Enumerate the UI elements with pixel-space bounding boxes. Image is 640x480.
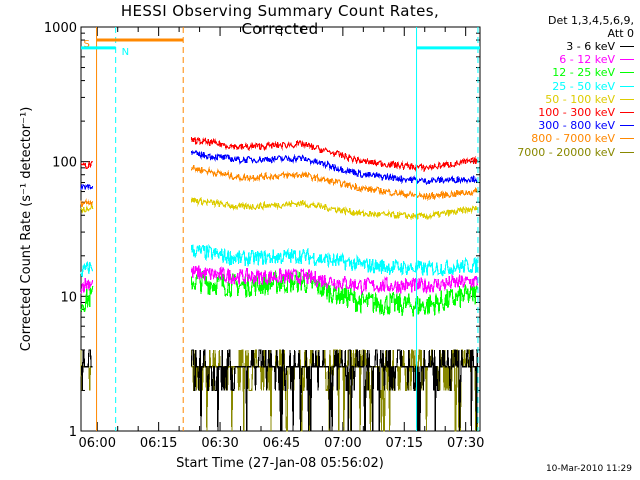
- legend-item: 12 - 25 keV: [482, 66, 634, 79]
- legend-label: 100 - 300 keV: [538, 106, 615, 120]
- legend-header-line-2: Att 0: [607, 27, 634, 40]
- legend-label: 7000 - 20000 keV: [517, 145, 615, 159]
- legend-item: 7000 - 20000 keV: [482, 146, 634, 159]
- series-line-12-25-keV: [80, 285, 94, 313]
- series-line-6-12-keV: [190, 265, 478, 296]
- legend-swatch: [620, 59, 634, 61]
- series-line-6-12-keV: [80, 277, 94, 294]
- legend-item: 800 - 7000 keV: [482, 132, 634, 145]
- y-tick-label: 100: [52, 156, 77, 171]
- legend-label: 6 - 12 keV: [559, 53, 615, 67]
- x-tick-label: 06:15: [140, 436, 177, 451]
- series-line-50-100-keV: [190, 196, 478, 221]
- legend-swatch: [620, 46, 634, 48]
- y-axis-title: Corrected Count Rate (s⁻¹ detector⁻¹): [19, 107, 34, 352]
- legend-swatch: [620, 112, 634, 114]
- x-tick-label: 06:00: [79, 436, 116, 451]
- y-tick-label: 1000: [44, 21, 77, 36]
- series-line-3-6-keV: [190, 349, 478, 432]
- x-tick-label: 07:00: [324, 436, 361, 451]
- series-line-300-800-keV: [190, 150, 478, 186]
- legend-swatch: [620, 98, 634, 100]
- y-tick-label: 1: [69, 425, 77, 440]
- legend-item: 50 - 100 keV: [482, 93, 634, 106]
- legend-label: 300 - 800 keV: [538, 119, 615, 133]
- legend-item: 25 - 50 keV: [482, 80, 634, 93]
- legend-item: 3 - 6 keV: [482, 40, 634, 53]
- legend-label: 50 - 100 keV: [545, 92, 615, 106]
- annotation-label-S: S: [84, 39, 90, 50]
- series-line-100-300-keV: [190, 136, 478, 174]
- legend-label: 800 - 7000 keV: [531, 132, 615, 146]
- legend-item: 6 - 12 keV: [482, 53, 634, 66]
- legend-label: 12 - 25 keV: [552, 66, 615, 80]
- timestamp: 10-Mar-2010 11:29: [545, 464, 632, 474]
- x-tick-label: 06:30: [201, 436, 238, 451]
- series-line-800-7000-keV: [190, 164, 478, 202]
- x-tick-label: 07:30: [447, 436, 484, 451]
- legend-swatch: [620, 138, 634, 140]
- annotation-label-N: N: [122, 47, 129, 58]
- series-line-12-25-keV: [190, 269, 478, 317]
- legend-item: 300 - 800 keV: [482, 119, 634, 132]
- series-line-25-50-keV: [190, 243, 478, 277]
- series-line-50-100-keV: [80, 202, 94, 214]
- legend-header-line-1: Det 1,3,4,5,6,9,: [547, 14, 634, 27]
- legend-label: 3 - 6 keV: [566, 40, 615, 54]
- y-tick-label: 10: [60, 290, 77, 305]
- x-axis-title: Start Time (27-Jan-08 05:56:02): [176, 456, 384, 471]
- legend: Det 1,3,4,5,6,9, Att 0 3 - 6 keV 6 - 12 k…: [482, 14, 634, 159]
- series-line-800-7000-keV: [80, 198, 94, 208]
- series-line-100-300-keV: [80, 160, 94, 169]
- legend-swatch: [620, 72, 634, 74]
- series-line-3-6-keV: [80, 349, 93, 391]
- chart-title: HESSI Observing Summary Count Rates, Cor…: [120, 2, 440, 38]
- legend-swatch: [620, 125, 634, 127]
- legend-swatch: [620, 85, 634, 87]
- series-line-25-50-keV: [80, 261, 94, 278]
- legend-swatch: [620, 151, 634, 153]
- legend-label: 25 - 50 keV: [552, 79, 615, 93]
- series-line-300-800-keV: [80, 183, 94, 191]
- legend-item: 100 - 300 keV: [482, 106, 634, 119]
- x-tick-label: 06:45: [263, 436, 300, 451]
- x-tick-label: 07:15: [386, 436, 423, 451]
